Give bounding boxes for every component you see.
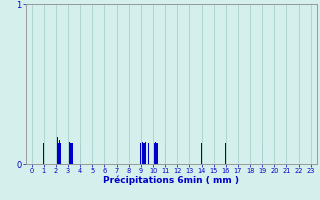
Bar <box>144 143 145 164</box>
Bar <box>61 142 62 164</box>
Bar <box>157 143 158 164</box>
Bar <box>262 143 263 164</box>
Bar <box>227 143 228 164</box>
Bar <box>145 142 146 164</box>
Bar <box>55 143 56 164</box>
Bar <box>70 143 71 164</box>
Bar <box>58 143 59 164</box>
Bar <box>143 143 144 164</box>
Bar <box>60 143 61 164</box>
Bar <box>140 143 141 164</box>
Bar <box>154 143 155 164</box>
Bar <box>69 142 70 164</box>
X-axis label: Précipitations 6min ( mm ): Précipitations 6min ( mm ) <box>103 176 239 185</box>
Bar <box>71 143 72 164</box>
Bar <box>201 143 202 164</box>
Bar <box>80 143 81 164</box>
Bar <box>156 143 157 164</box>
Bar <box>237 143 238 164</box>
Bar <box>57 137 58 164</box>
Bar <box>225 143 226 164</box>
Bar <box>155 142 156 164</box>
Bar <box>59 140 60 164</box>
